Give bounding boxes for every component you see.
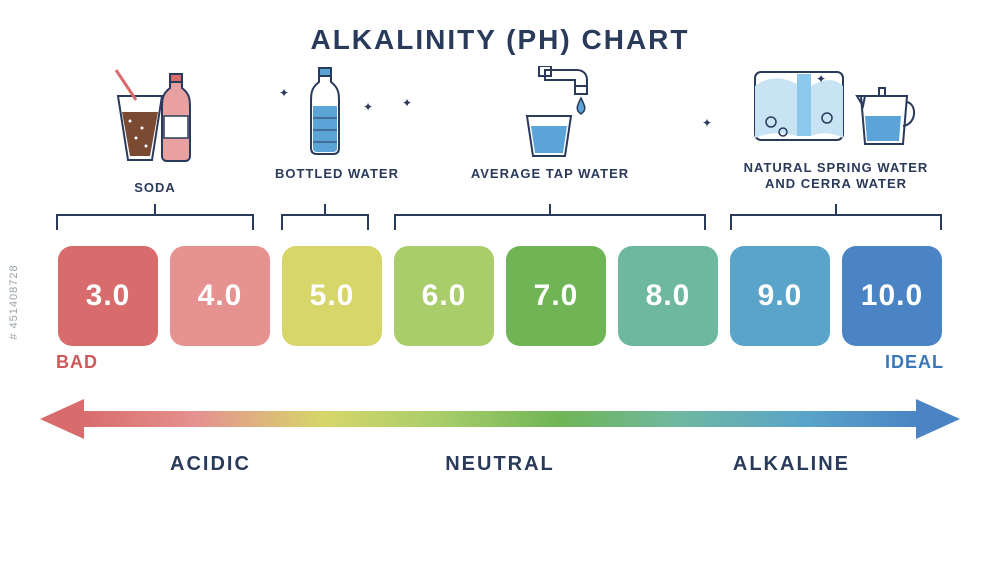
- tap-label: AVERAGE TAP WATER: [388, 166, 712, 181]
- arrow-bar: [80, 411, 920, 427]
- ph-tile-row: 3.04.05.06.07.08.09.010.0: [50, 246, 950, 346]
- ph-tile: 10.0: [842, 246, 942, 346]
- ph-tile: 5.0: [282, 246, 382, 346]
- spring-label: NATURAL SPRING WATER AND CERRA WATER: [724, 160, 948, 191]
- category-spring: ✦ NATURAL SPRING WATER AND CERRA WATER: [724, 66, 948, 191]
- category-soda: SODA: [50, 66, 260, 195]
- ph-tile: 8.0: [618, 246, 718, 346]
- arrow-head-right: [916, 399, 960, 439]
- axis-acidic: ACIDIC: [170, 453, 251, 476]
- ph-tile: 4.0: [170, 246, 270, 346]
- ph-tile: 7.0: [506, 246, 606, 346]
- gradient-arrow: [40, 399, 960, 439]
- category-bottled: ✦ ✦ BOTTLED WATER: [275, 66, 375, 181]
- bottle-icon: ✦ ✦: [275, 66, 375, 162]
- chart-area: SODA ✦ ✦ BOTTLED WATER: [50, 66, 950, 373]
- ph-tile: 6.0: [394, 246, 494, 346]
- arrow-head-left: [40, 399, 84, 439]
- tap-icon: ✦ ✦: [388, 66, 712, 162]
- category-row: SODA ✦ ✦ BOTTLED WATER: [50, 66, 950, 246]
- ph-tile: 9.0: [730, 246, 830, 346]
- stock-id: # 451408728: [8, 264, 20, 339]
- endcap-bad: BAD: [56, 352, 98, 373]
- axis-labels: ACIDIC NEUTRAL ALKALINE: [50, 453, 950, 483]
- axis-neutral: NEUTRAL: [445, 453, 555, 476]
- axis-alkaline: ALKALINE: [733, 453, 850, 476]
- soda-icon: [50, 66, 260, 176]
- spring-icon: ✦: [724, 66, 948, 156]
- bottled-label: BOTTLED WATER: [275, 166, 375, 181]
- ph-tile: 3.0: [58, 246, 158, 346]
- soda-label: SODA: [50, 180, 260, 195]
- category-tap: ✦ ✦ AVERAGE TAP WATER: [388, 66, 712, 181]
- endcap-ideal: IDEAL: [885, 352, 944, 373]
- chart-title: ALKALINITY (PH) CHART: [0, 24, 1000, 56]
